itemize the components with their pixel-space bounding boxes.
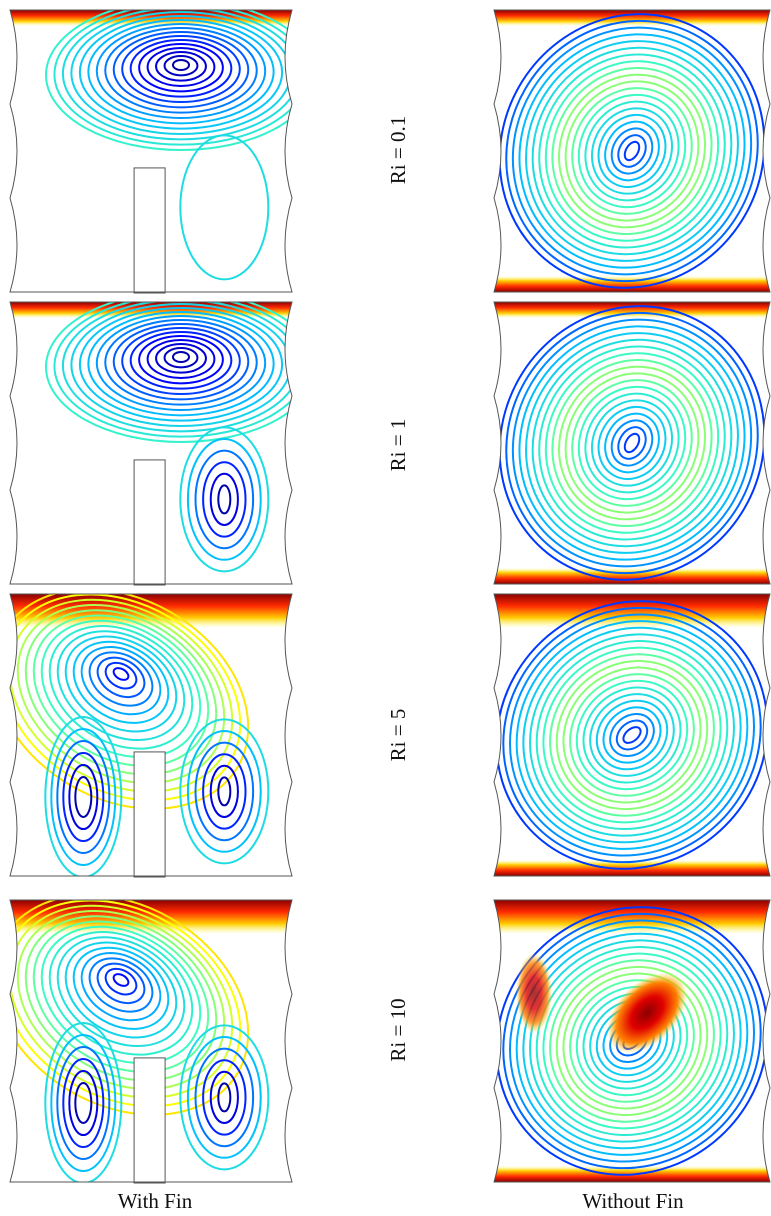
row-label-ri-10: Ri = 10 — [386, 998, 410, 1061]
row-label-ri-1: Ri = 1 — [386, 419, 410, 472]
panel-without-fin-3 — [493, 899, 771, 1183]
panel-with-fin-3 — [9, 899, 293, 1184]
column-label-without-fin: Without Fin — [582, 1189, 684, 1213]
panel-with-fin-1 — [9, 301, 293, 586]
panel-without-fin-2 — [493, 593, 771, 877]
panel-without-fin-0 — [493, 9, 771, 293]
panel-with-fin-2 — [9, 593, 293, 878]
panel-with-fin-0 — [9, 9, 293, 294]
row-label-ri-0-1: Ri = 0.1 — [386, 116, 410, 184]
panel-without-fin-1 — [493, 301, 771, 585]
column-label-with-fin: With Fin — [118, 1189, 193, 1213]
row-label-ri-5: Ri = 5 — [386, 709, 410, 762]
